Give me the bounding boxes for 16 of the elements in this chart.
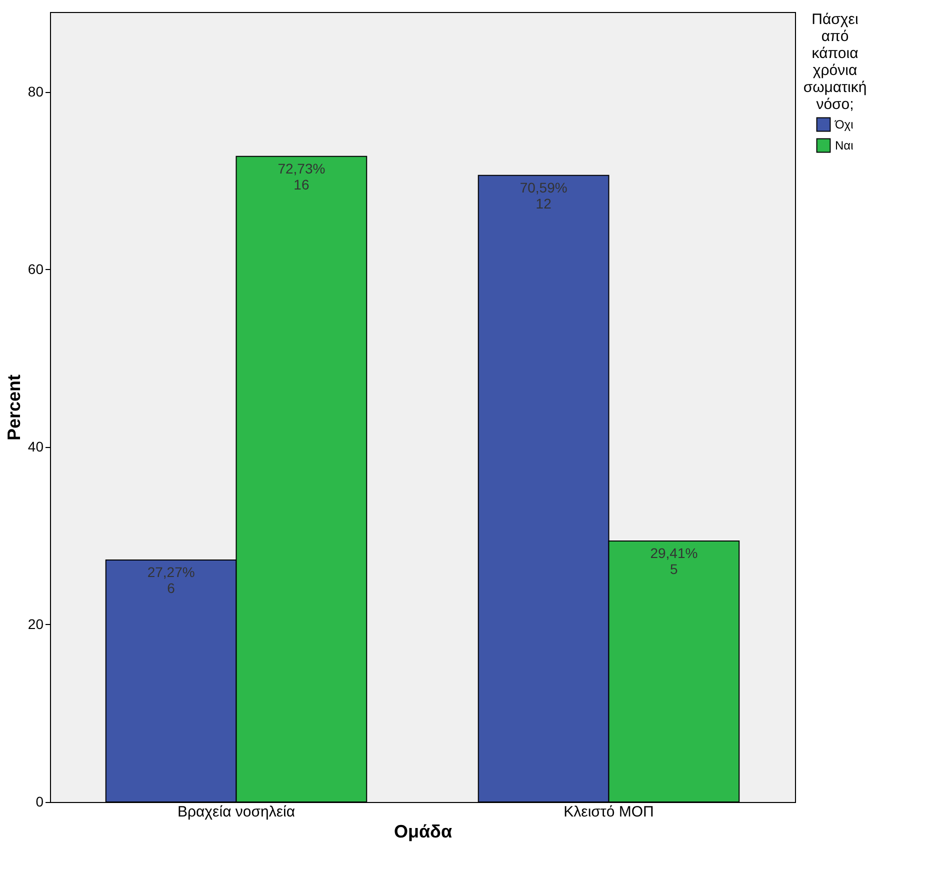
data-label: 72,73% 16 — [278, 160, 326, 192]
x-tick-label: Βραχεία νοσηλεία — [177, 804, 296, 820]
x-axis-title: Ομάδα — [394, 822, 452, 842]
y-tick-label: 0 — [36, 794, 44, 810]
y-tick-label: 40 — [28, 438, 44, 454]
legend-label: Ναι — [835, 138, 854, 152]
y-tick-label: 20 — [28, 616, 44, 632]
data-label: 29,41% 5 — [650, 544, 698, 577]
y-tick-label: 80 — [28, 83, 44, 100]
y-tick-label: 60 — [28, 260, 44, 277]
legend-title: Πάσχει από κάποια χρόνια σωματική νόσο; — [803, 11, 867, 113]
data-label: 70,59% 12 — [520, 179, 568, 212]
x-tick-label: Κλειστό ΜΟΠ — [564, 804, 654, 820]
legend-label: Όχι — [834, 118, 854, 132]
data-label: 27,27% 6 — [147, 564, 195, 596]
y-axis-title: Percent — [4, 374, 24, 441]
